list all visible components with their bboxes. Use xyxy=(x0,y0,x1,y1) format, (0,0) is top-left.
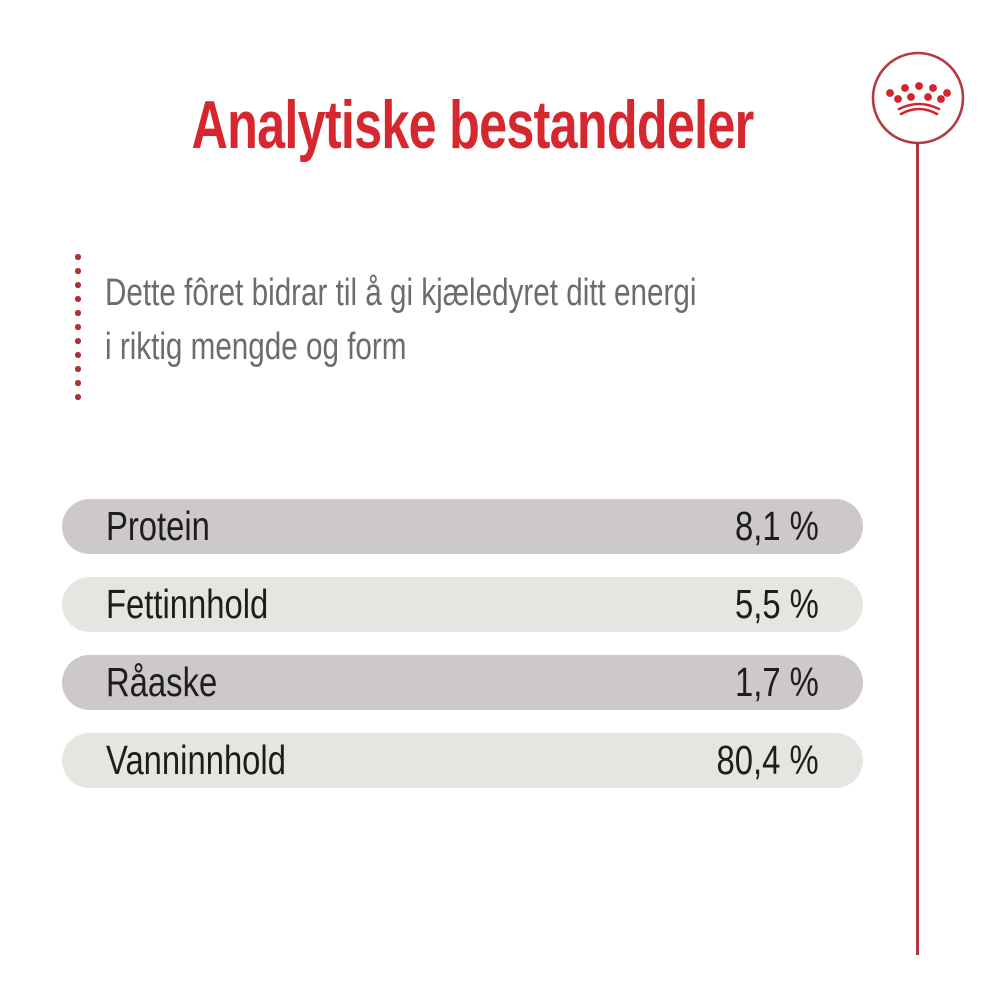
intro-text: Dette fôret bidrar til å gi kjæledyret d… xyxy=(105,266,696,374)
table-row-moisture: Vanninnhold 80,4 % xyxy=(62,733,863,788)
row-label: Fettinnhold xyxy=(106,581,269,627)
row-value: 80,4 % xyxy=(716,737,819,783)
table-row-protein: Protein 8,1 % xyxy=(62,499,863,554)
row-value: 5,5 % xyxy=(735,581,819,627)
intro-text-line2: i riktig mengde og form xyxy=(105,326,407,368)
nutrient-table: Protein 8,1 % Fettinnhold 5,5 % Råaske 1… xyxy=(62,499,863,788)
table-row-ash: Råaske 1,7 % xyxy=(62,655,863,710)
page-title: Analytiske bestanddeler xyxy=(191,87,755,163)
royal-canin-crown-icon xyxy=(871,51,965,145)
row-value: 1,7 % xyxy=(735,659,819,705)
row-label: Vanninnhold xyxy=(106,737,286,783)
table-row-fat: Fettinnhold 5,5 % xyxy=(62,577,863,632)
vertical-accent-line xyxy=(916,142,919,955)
row-value: 8,1 % xyxy=(735,503,819,549)
row-label: Råaske xyxy=(106,659,218,705)
row-label: Protein xyxy=(106,503,210,549)
dotted-accent-line xyxy=(75,254,81,400)
intro-text-line1: Dette fôret bidrar til å gi kjæledyret d… xyxy=(105,272,697,314)
